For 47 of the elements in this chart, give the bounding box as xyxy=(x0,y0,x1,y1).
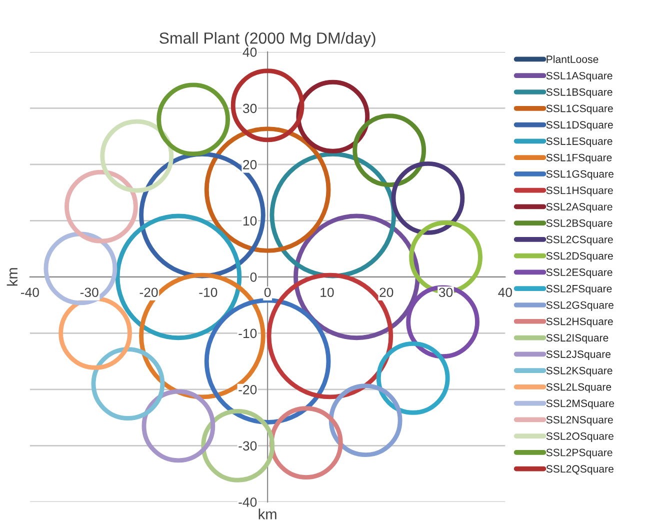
y-tick-label: 0 xyxy=(250,272,257,282)
x-tick-label: 0 xyxy=(264,288,271,298)
legend-label: SSL2QSquare xyxy=(546,465,614,475)
legend-label: SSL1DSquare xyxy=(546,121,613,131)
legend-label: SSL1ESquare xyxy=(546,137,612,148)
x-axis-title: km xyxy=(258,508,276,520)
x-tick-label: -30 xyxy=(80,288,98,298)
y-tick-label: -30 xyxy=(238,441,257,451)
legend-label: PlantLoose xyxy=(546,55,598,64)
legend-label: SSL1ASquare xyxy=(546,72,612,82)
legend-label: SSL1HSquare xyxy=(546,186,613,196)
y-tick-label: 10 xyxy=(243,216,257,226)
legend-label: SSL2ASquare xyxy=(546,203,612,213)
y-tick-label: -10 xyxy=(238,328,257,338)
legend-label: SSL2ESquare xyxy=(546,268,612,278)
x-tick-label: 40 xyxy=(498,288,512,298)
legend-label: SSL2JSquare xyxy=(546,350,611,360)
chart-title: Small Plant (2000 Mg DM/day) xyxy=(160,32,376,47)
legend-label: SSL2ISquare xyxy=(546,334,608,344)
x-tick-label: 10 xyxy=(320,288,334,298)
y-tick-label: 20 xyxy=(243,160,257,170)
y-tick-label: 40 xyxy=(242,48,257,57)
legend-label: SSL2MSquare xyxy=(546,400,614,410)
x-tick-label: -20 xyxy=(140,288,158,298)
legend-label: SSL2HSquare xyxy=(546,318,613,328)
legend-label: SSL1FSquare xyxy=(546,154,612,164)
legend-label: SSL2OSquare xyxy=(546,432,614,442)
x-tick-label: 20 xyxy=(380,288,394,298)
legend-label: SSL2GSquare xyxy=(546,301,614,311)
x-tick-label: 30 xyxy=(438,288,453,298)
x-tick-label: -40 xyxy=(20,288,39,298)
legend-label: SSL2CSquare xyxy=(546,236,613,246)
legend-label: SSL2NSquare xyxy=(546,416,613,426)
legend-label: SSL2LSquare xyxy=(546,383,612,393)
legend-label: SSL2PSquare xyxy=(546,448,612,458)
legend-label: SSL1CSquare xyxy=(546,104,613,114)
legend-label: SSL2KSquare xyxy=(546,366,612,376)
y-tick-label: -20 xyxy=(238,384,257,394)
x-tick-label: -10 xyxy=(199,288,218,298)
y-tick-label: 30 xyxy=(242,104,257,114)
y-axis-title: km xyxy=(6,268,18,286)
y-tick-label: -40 xyxy=(238,497,257,507)
legend-label: SSL2DSquare xyxy=(546,252,613,262)
legend-label: SSL2FSquare xyxy=(546,284,612,294)
legend-label: SSL1GSquare xyxy=(546,170,614,180)
legend-label: SSL2BSquare xyxy=(546,219,612,229)
legend-label: SSL1BSquare xyxy=(546,88,612,98)
